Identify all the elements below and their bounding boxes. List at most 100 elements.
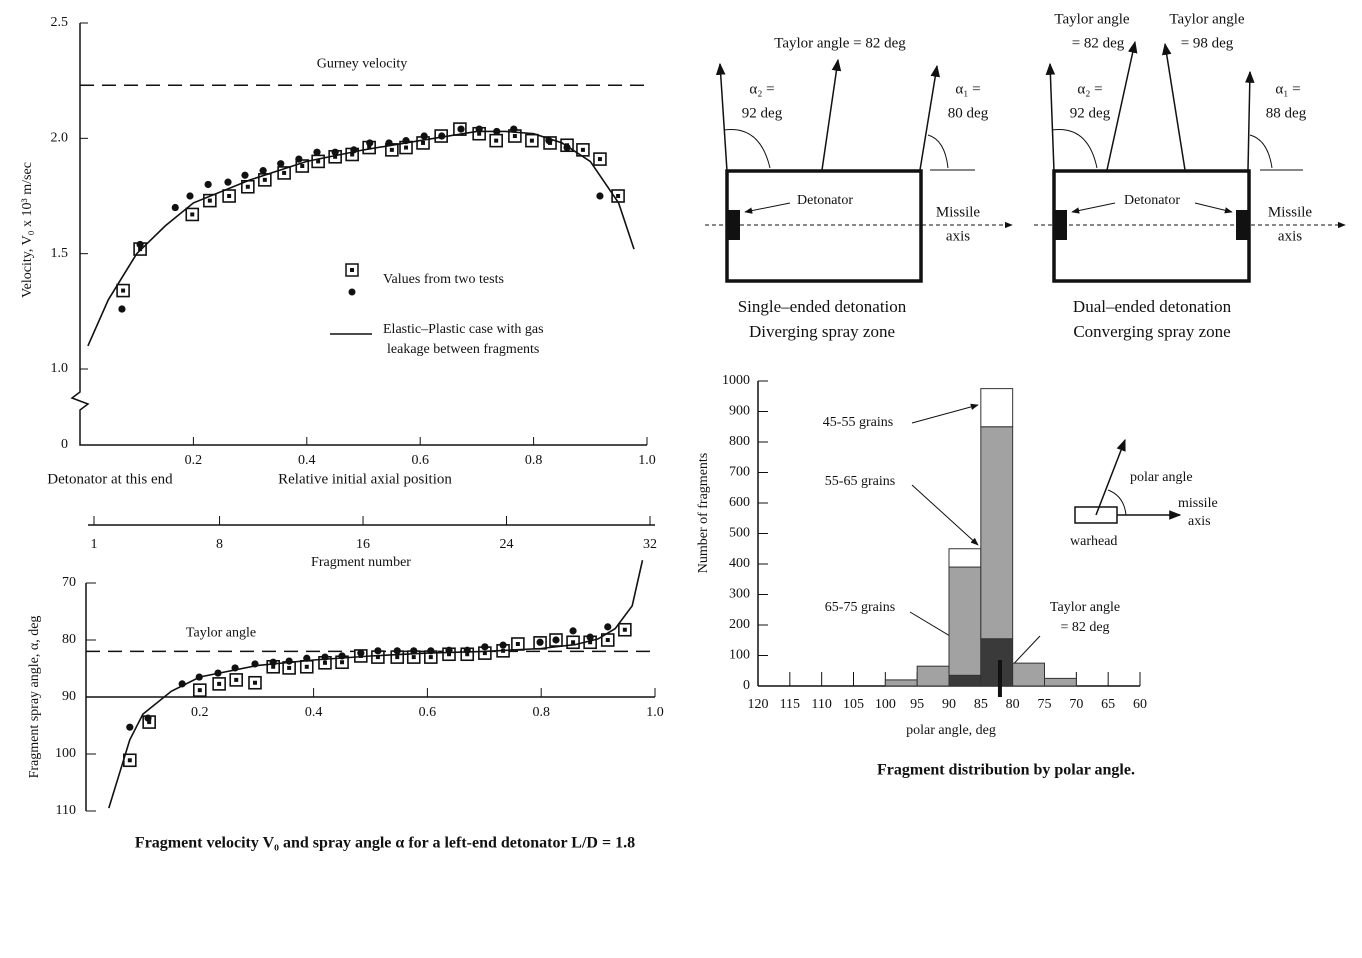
legend-square <box>345 263 359 277</box>
dot-point <box>552 636 560 644</box>
x-tick-label: 0.8 <box>525 453 543 468</box>
legend-label: Values from two tests <box>383 272 504 287</box>
histogram-bar <box>980 638 1014 687</box>
square-center <box>529 138 534 143</box>
square-point <box>212 677 226 691</box>
label: Taylor angle <box>1054 11 1130 27</box>
spray-arrow <box>1045 62 1056 172</box>
missile-body <box>725 169 923 283</box>
square-center <box>515 641 520 646</box>
square-center <box>127 758 132 763</box>
square-center <box>271 664 276 669</box>
y-tick-label: 900 <box>729 404 750 419</box>
label: Missile <box>936 204 981 220</box>
label: = 98 deg <box>1181 35 1234 51</box>
angle-arc <box>1249 134 1273 169</box>
histogram-bar <box>884 679 918 687</box>
diagram: Taylor angle = 82 deg α₂ = 92 deg α₁ = 8… <box>705 35 1013 341</box>
caption: Converging spray zone <box>1073 322 1230 341</box>
spray-arrow <box>821 58 842 171</box>
dot-point <box>457 125 465 133</box>
spray-arrow <box>1244 70 1255 171</box>
square-center <box>616 194 621 198</box>
fit-curve <box>87 130 635 347</box>
y-tick-label: 400 <box>729 556 750 571</box>
histogram-bar <box>980 388 1014 428</box>
square-center <box>300 164 305 169</box>
y-axis-label: Number of fragments <box>696 453 711 574</box>
caption: Diverging spray zone <box>749 322 895 341</box>
square-center <box>147 720 152 725</box>
square-center <box>571 640 576 645</box>
y-tick-label: 70 <box>62 575 76 590</box>
y-axis-label: Velocity, V₀ x 10³ m/sec <box>20 162 35 298</box>
square-point <box>222 189 236 203</box>
annotation: Detonator at this end <box>47 471 173 487</box>
y-tick-label: 2.0 <box>51 131 69 146</box>
dot-point <box>126 723 134 731</box>
y-tick-label: 800 <box>729 434 750 449</box>
label: = 82 deg <box>1072 35 1125 51</box>
label: axis <box>1278 228 1302 244</box>
dot-point <box>536 638 544 646</box>
square-center <box>316 159 321 164</box>
x2-tick-label: 8 <box>216 537 223 552</box>
y-tick-label: 500 <box>729 526 750 541</box>
x-tick-label: 70 <box>1069 697 1083 712</box>
legend-label: Elastic–Plastic case with gas <box>383 322 544 337</box>
x2-axis-label: Fragment number <box>311 555 411 570</box>
square-point <box>248 675 262 690</box>
square-center <box>580 147 585 152</box>
inset-arrow <box>1095 438 1126 516</box>
dot-point <box>586 633 594 641</box>
y-tick-label: 100 <box>729 648 750 663</box>
fit-curve <box>108 560 644 809</box>
label: Missile <box>1268 204 1313 220</box>
y-tick-label: 1.0 <box>51 361 69 376</box>
angle-arc <box>723 128 771 169</box>
inset-label: warhead <box>1070 534 1117 549</box>
diagram: Taylor angle = 82 deg Taylor angle = 98 … <box>1034 11 1346 341</box>
legend-label: leakage between fragments <box>387 342 539 357</box>
square-center <box>482 651 487 656</box>
square-point <box>229 673 244 687</box>
dot-point <box>171 203 179 212</box>
x-axis-label: Relative initial axial position <box>278 471 452 487</box>
y-tick-label: 1000 <box>722 373 750 388</box>
histogram-bar <box>980 426 1014 640</box>
dot-point <box>259 167 267 175</box>
square-center <box>375 655 380 660</box>
detonator <box>1236 210 1248 240</box>
inset-arc <box>1107 489 1127 516</box>
spray-arrow <box>1106 40 1138 171</box>
missile-body <box>1052 169 1251 283</box>
dot-point <box>374 647 382 655</box>
y-axis-label: Fragment spray angle, α, deg <box>27 616 42 779</box>
dot-point <box>420 132 428 140</box>
square-center <box>245 184 250 189</box>
square-center <box>282 170 287 175</box>
y-tick-label: 90 <box>62 689 76 704</box>
label: Taylor angle = 82 deg <box>774 35 906 51</box>
square-center <box>227 194 232 198</box>
label: 88 deg <box>1266 105 1307 121</box>
dot-point <box>366 139 374 147</box>
label: 80 deg <box>948 105 989 121</box>
label: Detonator <box>797 193 853 208</box>
x-tick-label: 65 <box>1101 697 1115 712</box>
series-label: 55-65 grains <box>825 474 895 489</box>
square-center <box>138 247 143 252</box>
annotation-arrow <box>911 403 979 424</box>
series-label: 45-55 grains <box>823 415 893 430</box>
y-tick-label: 1.5 <box>51 246 69 261</box>
square-point <box>618 622 632 637</box>
spray-arrow <box>1161 42 1186 171</box>
square-point <box>593 152 607 166</box>
square-point <box>424 650 438 664</box>
label: 92 deg <box>1070 105 1111 121</box>
label: α₂ = <box>749 81 774 97</box>
square-center <box>197 688 202 693</box>
caption: Fragment distribution by polar angle. <box>877 762 1135 779</box>
x-tick-label: 85 <box>974 697 988 712</box>
dot-point <box>604 623 612 631</box>
